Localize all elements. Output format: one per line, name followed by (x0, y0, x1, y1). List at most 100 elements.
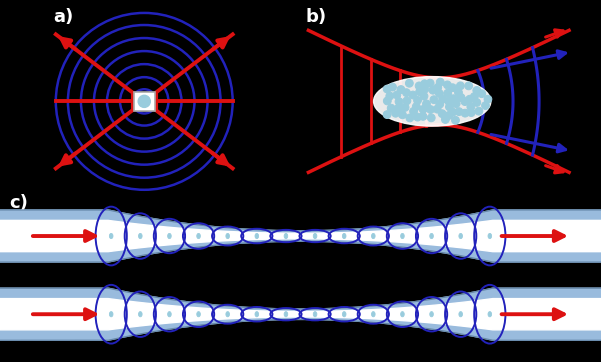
Circle shape (427, 114, 435, 122)
Circle shape (284, 233, 288, 239)
Circle shape (226, 312, 230, 317)
Circle shape (449, 108, 457, 116)
Circle shape (457, 82, 465, 90)
Circle shape (406, 114, 413, 122)
Circle shape (415, 82, 423, 90)
Circle shape (433, 105, 441, 113)
Circle shape (410, 108, 418, 115)
Circle shape (439, 95, 447, 103)
Circle shape (434, 84, 442, 91)
Circle shape (383, 97, 391, 105)
Circle shape (481, 102, 489, 109)
Circle shape (413, 113, 421, 121)
Circle shape (459, 233, 463, 239)
Circle shape (430, 312, 433, 317)
Circle shape (109, 312, 113, 317)
Circle shape (484, 95, 492, 103)
Circle shape (451, 116, 459, 124)
Circle shape (401, 312, 404, 317)
Circle shape (420, 92, 428, 100)
Circle shape (403, 97, 411, 105)
Circle shape (473, 98, 481, 106)
Circle shape (416, 88, 424, 96)
Circle shape (465, 82, 472, 90)
Circle shape (395, 104, 403, 111)
Circle shape (461, 98, 469, 105)
Circle shape (427, 106, 435, 113)
Circle shape (413, 97, 421, 104)
Circle shape (386, 92, 394, 100)
Circle shape (403, 89, 410, 97)
Circle shape (450, 95, 457, 102)
Circle shape (168, 312, 171, 317)
Circle shape (488, 233, 492, 239)
Circle shape (429, 86, 437, 94)
Circle shape (419, 105, 427, 113)
Circle shape (457, 94, 465, 101)
Circle shape (197, 312, 200, 317)
Circle shape (430, 233, 433, 239)
Circle shape (168, 233, 171, 239)
Circle shape (406, 79, 413, 87)
Circle shape (449, 84, 457, 92)
Circle shape (343, 233, 346, 239)
Ellipse shape (374, 77, 491, 126)
Circle shape (473, 87, 481, 94)
Circle shape (430, 96, 438, 104)
Circle shape (444, 89, 451, 97)
Circle shape (445, 111, 453, 119)
Circle shape (444, 81, 451, 89)
Circle shape (398, 111, 406, 119)
Circle shape (284, 312, 288, 317)
Circle shape (226, 233, 230, 239)
Circle shape (423, 100, 430, 108)
Circle shape (197, 233, 200, 239)
Circle shape (393, 91, 401, 99)
Circle shape (409, 91, 417, 99)
Circle shape (419, 113, 427, 120)
Circle shape (371, 312, 375, 317)
Circle shape (455, 108, 463, 115)
Circle shape (313, 312, 317, 317)
Circle shape (421, 85, 429, 93)
Circle shape (395, 98, 403, 105)
Circle shape (471, 93, 478, 100)
Circle shape (461, 109, 469, 117)
Circle shape (488, 312, 492, 317)
Circle shape (255, 233, 258, 239)
Circle shape (109, 233, 113, 239)
Circle shape (459, 312, 463, 317)
Text: a): a) (53, 8, 73, 26)
Circle shape (445, 97, 453, 105)
Circle shape (442, 115, 450, 123)
Circle shape (387, 104, 395, 112)
Circle shape (438, 110, 446, 118)
Circle shape (436, 78, 444, 86)
FancyBboxPatch shape (133, 92, 155, 111)
Circle shape (466, 95, 474, 103)
Circle shape (383, 111, 391, 118)
Circle shape (138, 95, 150, 108)
Circle shape (426, 79, 434, 87)
Circle shape (421, 80, 429, 88)
Circle shape (454, 88, 462, 96)
Circle shape (452, 100, 460, 108)
Circle shape (468, 109, 475, 117)
Circle shape (475, 107, 483, 115)
Circle shape (255, 312, 258, 317)
Circle shape (401, 104, 409, 111)
Circle shape (401, 233, 404, 239)
Text: b): b) (306, 8, 327, 26)
Circle shape (343, 312, 346, 317)
Circle shape (445, 103, 453, 111)
Circle shape (371, 233, 375, 239)
Circle shape (138, 312, 142, 317)
Circle shape (313, 233, 317, 239)
Circle shape (436, 89, 444, 97)
Circle shape (478, 90, 486, 98)
Circle shape (392, 109, 400, 117)
Text: c): c) (9, 194, 28, 212)
Circle shape (383, 85, 391, 93)
Circle shape (397, 86, 405, 93)
Circle shape (467, 103, 475, 111)
